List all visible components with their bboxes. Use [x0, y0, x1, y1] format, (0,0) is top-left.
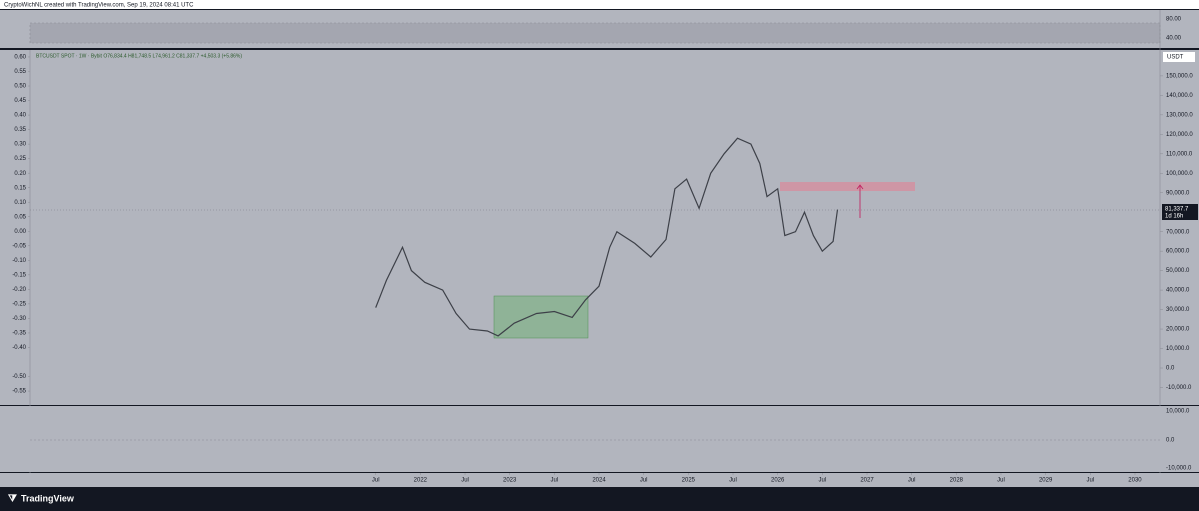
brand: TradingView — [21, 493, 75, 503]
macd-tick: 10,000.0 — [1166, 409, 1190, 415]
macd-tick: 0.0 — [1166, 438, 1175, 444]
y2-tick-label: 0.10 — [14, 200, 26, 206]
y-tick-label: 140,000.0 — [1166, 93, 1193, 99]
y-tick-label: -10,000.0 — [1166, 385, 1192, 391]
x-tick-label: Jul — [461, 478, 469, 484]
y-tick-label: 50,000.0 — [1166, 268, 1190, 274]
x-tick-label: Jul — [997, 478, 1005, 484]
y2-tick-label: 0.40 — [14, 113, 26, 119]
brand-logo: ⧩ — [7, 494, 17, 505]
currency-box[interactable] — [1163, 52, 1195, 62]
x-tick-label: Jul — [1086, 478, 1094, 484]
rsi-band — [29, 22, 1161, 44]
x-tick-label: Jul — [640, 478, 648, 484]
arrow-head — [856, 184, 864, 190]
y2-tick-label: 0.25 — [14, 156, 26, 162]
y2-tick-label: -0.40 — [12, 345, 26, 351]
y2-tick-label: 0.55 — [14, 69, 26, 75]
y2-tick-label: -0.30 — [12, 316, 26, 322]
y2-tick-label: 0.30 — [14, 142, 26, 148]
y2-tick-label: 0.00 — [14, 229, 26, 235]
macd-tick: -10,000.0 — [1166, 466, 1192, 472]
y-tick-label: 30,000.0 — [1166, 307, 1190, 313]
y-tick-label: 130,000.0 — [1166, 112, 1193, 118]
y2-tick-label: -0.55 — [12, 389, 26, 395]
y2-tick-label: -0.20 — [12, 287, 26, 293]
x-tick-label: 2022 — [414, 478, 428, 484]
rsi-tick: 80.00 — [1166, 17, 1182, 23]
x-tick-label: 2025 — [682, 478, 696, 484]
y2-tick-label: -0.10 — [12, 258, 26, 264]
price-label-box — [1162, 204, 1198, 220]
y2-tick-label: 0.15 — [14, 185, 26, 191]
y2-tick-label: 0.20 — [14, 171, 26, 177]
y2-tick-label: 0.05 — [14, 214, 26, 220]
y-tick-label: 20,000.0 — [1166, 327, 1190, 333]
y2-tick-label: -0.05 — [12, 243, 26, 249]
currency[interactable]: USDT — [1167, 55, 1184, 61]
rsi-tick: 40.00 — [1166, 36, 1182, 42]
credit: CryptoWichNL created with TradingView.co… — [4, 3, 194, 9]
y-tick-label: 100,000.0 — [1166, 171, 1193, 177]
macd-pane — [0, 406, 1199, 472]
y2-tick-label: 0.45 — [14, 98, 26, 104]
y2-tick-label: -0.15 — [12, 272, 26, 278]
y2-tick-label: -0.25 — [12, 301, 26, 307]
y2-tick-label: 0.35 — [14, 127, 26, 133]
x-tick-label: 2023 — [503, 478, 517, 484]
x-tick-label: 2026 — [771, 478, 785, 484]
y-tick-label: 10,000.0 — [1166, 346, 1190, 352]
x-tick-label: 2030 — [1128, 478, 1142, 484]
y-tick-label: 40,000.0 — [1166, 288, 1190, 294]
y-tick-label: 150,000.0 — [1166, 73, 1193, 79]
x-tick-label: Jul — [372, 478, 380, 484]
x-tick-label: 2029 — [1039, 478, 1053, 484]
x-tick-label: 2028 — [950, 478, 964, 484]
y2-tick-label: 0.50 — [14, 84, 26, 90]
y-tick-label: 110,000.0 — [1166, 151, 1193, 157]
footer — [0, 488, 1199, 511]
y-tick-label: 0.0 — [1166, 366, 1175, 372]
main-pane — [0, 50, 1199, 405]
x-tick-label: Jul — [908, 478, 916, 484]
y-tick-label: 60,000.0 — [1166, 249, 1190, 255]
time-axis — [0, 473, 1199, 487]
y2-tick-label: -0.50 — [12, 374, 26, 380]
x-tick-label: 2024 — [592, 478, 606, 484]
accumulation-box — [493, 295, 589, 339]
price-countdown: 1d 16h — [1165, 214, 1183, 220]
header-bar — [0, 0, 1199, 9]
x-tick-label: Jul — [729, 478, 737, 484]
legend: BTCUSDT SPOT · 1W · Bybit O76,834.4 H81,… — [36, 53, 242, 59]
y-tick-label: 120,000.0 — [1166, 132, 1193, 138]
y-tick-label: 70,000.0 — [1166, 229, 1190, 235]
target-box — [780, 182, 915, 191]
price-line-series — [375, 137, 839, 337]
x-tick-label: 2027 — [860, 478, 874, 484]
x-tick-label: Jul — [819, 478, 827, 484]
y-tick-label: 90,000.0 — [1166, 190, 1190, 196]
y2-tick-label: -0.35 — [12, 331, 26, 337]
price-label: 81,337.7 — [1165, 207, 1189, 213]
x-tick-label: Jul — [551, 478, 559, 484]
y2-tick-label: 0.60 — [14, 55, 26, 61]
